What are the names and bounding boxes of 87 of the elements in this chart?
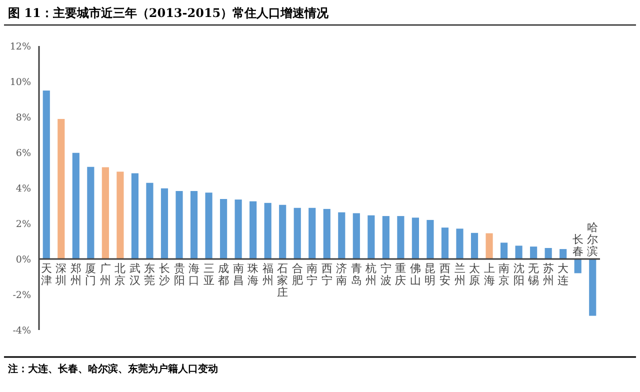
bar (220, 199, 228, 259)
x-tick-label: 西安 (439, 262, 450, 287)
y-tick-label: -2% (12, 290, 31, 301)
bar (412, 218, 420, 259)
x-tick-label: 成都 (218, 262, 230, 287)
bar (131, 173, 139, 259)
x-tick-label: 郑州 (70, 262, 82, 287)
bar (456, 228, 464, 259)
bar (368, 215, 375, 259)
x-tick-label: 无锡 (527, 262, 540, 287)
x-tick-label: 石家庄 (277, 262, 288, 299)
bar (352, 213, 360, 259)
bar (72, 152, 80, 259)
bar (470, 232, 478, 259)
x-tick-label: 昆明 (424, 262, 436, 287)
bar (102, 167, 109, 259)
x-tick-label: 青岛 (350, 262, 362, 287)
x-tick-label: 天津 (40, 262, 52, 287)
x-tick-label: 深圳 (54, 262, 67, 287)
bar (441, 228, 449, 259)
x-tick-label: 哈尔滨 (587, 221, 598, 258)
bar (544, 248, 552, 259)
bar (397, 216, 404, 259)
x-tick-label: 福州 (262, 262, 274, 287)
bar (323, 208, 330, 259)
y-tick-label: 4% (16, 184, 31, 194)
x-tick-label: 杭州 (364, 262, 377, 287)
x-tick-label: 重庆 (395, 262, 406, 287)
bar (338, 212, 346, 259)
bar (279, 204, 286, 259)
x-tick-label: 南昌 (232, 262, 244, 287)
x-tick-label: 长沙 (158, 262, 170, 287)
x-tick-label: 西宁 (321, 262, 332, 287)
x-tick-label: 宁波 (380, 262, 392, 287)
x-tick-label: 上海 (484, 262, 495, 287)
bar (176, 191, 183, 259)
y-tick-label: 8% (16, 112, 31, 124)
y-tick-label: 12% (10, 42, 31, 52)
chart-title: 图 11：主要城市近三年（2013-2015）常住人口增速情况 (8, 6, 330, 20)
text: 注：大连、长春、哈尔滨、东莞为户籍人口变动 (7, 363, 218, 375)
bar (500, 242, 508, 259)
bar (426, 220, 434, 259)
x-tick-label: 苏州 (542, 262, 554, 287)
y-tick-label: -4% (12, 326, 31, 336)
x-tick-label: 厦门 (85, 262, 96, 287)
x-tick-label: 北京 (114, 262, 126, 287)
x-tick-label: 济南 (336, 262, 348, 287)
x-tick-label: 南京 (498, 262, 510, 287)
y-tick-label: 10% (10, 77, 31, 88)
bar (486, 233, 493, 259)
x-tick-label: 海口 (188, 262, 200, 287)
bar (234, 200, 242, 259)
y-tick-label: 6% (16, 148, 31, 159)
bar (294, 208, 301, 259)
bar (205, 192, 212, 259)
x-tick-label: 兰州 (454, 262, 466, 287)
x-tick-label: 合肥 (292, 262, 303, 287)
bar (116, 172, 124, 259)
bar (530, 246, 538, 259)
x-tick-label: 长春 (572, 233, 584, 258)
bar (146, 182, 154, 259)
bar (574, 259, 582, 274)
bar (250, 201, 257, 259)
y-tick-label: 2% (16, 219, 31, 230)
x-tick-label: 三亚 (203, 262, 214, 287)
x-tick-label: 太原 (469, 262, 480, 287)
x-tick-label: 沈阳 (513, 262, 524, 287)
bar (190, 191, 198, 259)
x-tick-label: 东莞 (144, 262, 156, 287)
x-tick-label: 武汉 (129, 262, 140, 287)
y-tick-label: 0% (16, 254, 31, 266)
bar (87, 166, 94, 259)
x-tick-label: 大连 (558, 262, 569, 287)
bar (264, 202, 272, 259)
bar (42, 90, 50, 259)
x-tick-label: 贵阳 (174, 262, 185, 287)
bar (589, 259, 596, 316)
bar (160, 188, 168, 259)
bar (560, 249, 567, 259)
bar (382, 216, 390, 259)
bar (58, 118, 65, 259)
bar (515, 246, 522, 259)
x-tick-label: 珠海 (248, 262, 259, 287)
bar (308, 208, 316, 259)
x-tick-label: 广州 (100, 262, 111, 287)
x-tick-label: 南宁 (306, 262, 318, 287)
x-tick-label: 佛山 (410, 262, 421, 287)
